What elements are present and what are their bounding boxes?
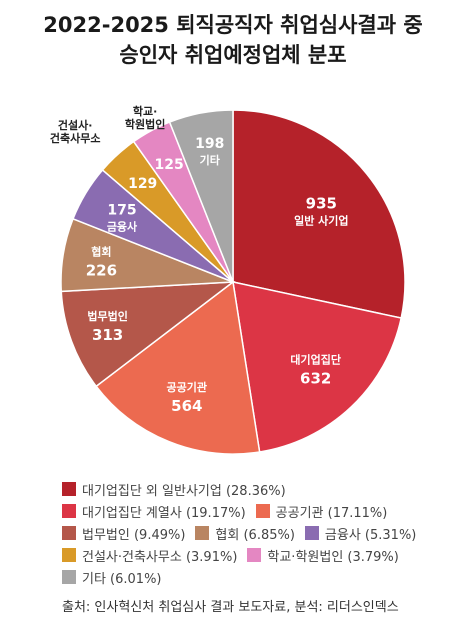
slice-label-finance: 금융사 [107,219,138,233]
legend-swatch-conglomerate [62,504,76,518]
pie-slice-general [232,109,406,319]
legend-row-4: 건설사·건축사무소 (3.91%) 학교·학원법인 (3.79%) [62,544,462,566]
slice-value-law: 313 [92,326,123,344]
pie-slice-conglomerate [232,281,403,453]
legend-row-5: 기타 (6.01%) [62,566,462,588]
slice-label-assoc: 협회 [91,245,111,259]
legend-swatch-school [247,548,262,562]
legend-row-1: 대기업집단 외 일반사기업 (28.36%) [62,478,462,500]
legend-label-public: 공공기관 (17.11%) [275,505,388,521]
legend-label-school: 학교·학원법인 (3.79%) [267,549,399,565]
legend-item: 공공기관 (17.11%) [255,502,388,521]
slice-label-school: 학교· 학원법인 [125,104,165,131]
legend-label-assoc: 협회 (6.85%) [215,527,295,543]
slice-label-other: 기타 [200,153,221,167]
slice-value-general: 935 [306,195,337,213]
legend-item: 기타 (6.01%) [62,568,162,587]
legend: 대기업집단 외 일반사기업 (28.36%) 대기업집단 계열사 (19.17%… [62,478,462,588]
pie-chart: 일반 사기업935대기업집단632공공기관564법무법인313협회226금융사1… [50,104,406,455]
slice-value-school: 125 [154,157,183,173]
legend-item: 학교·학원법인 (3.79%) [247,546,399,565]
legend-label-law: 법무법인 (9.49%) [82,527,186,543]
slice-value-finance: 175 [107,202,136,218]
legend-swatch-public [255,504,270,518]
legend-swatch-construction [62,548,76,562]
slice-label-conglomerate: 대기업집단 [290,353,341,367]
legend-swatch-general [62,482,76,496]
legend-item: 건설사·건축사무소 (3.91%) [62,546,237,565]
legend-row-2: 대기업집단 계열사 (19.17%) 공공기관 (17.11%) [62,500,462,522]
legend-item: 대기업집단 계열사 (19.17%) [62,502,246,521]
pie-slice-law [60,281,236,388]
slice-label-law: 법무법인 [87,309,127,323]
slice-label-construction: 건설사· 건축사무소 [50,118,101,145]
slice-label-public: 공공기관 [167,380,207,394]
legend-swatch-assoc [195,526,210,540]
legend-swatch-other [62,570,76,584]
pie-slice-public [95,280,261,455]
legend-label-other: 기타 (6.01%) [82,571,162,587]
legend-item: 협회 (6.85%) [195,524,295,543]
legend-label-general: 대기업집단 외 일반사기업 (28.36%) [82,483,286,499]
legend-item: 법무법인 (9.49%) [62,524,185,543]
chart-title-line2: 승인자 취업예정업체 분포 [119,43,347,67]
slice-value-conglomerate: 632 [300,370,331,388]
source-note: 출처: 인사혁신처 취업심사 결과 보도자료, 분석: 리더스인덱스 [62,600,399,615]
slice-value-public: 564 [171,397,202,415]
slice-value-other: 198 [195,136,224,152]
legend-swatch-finance [304,526,319,540]
legend-swatch-law [62,526,76,540]
legend-label-conglomerate: 대기업집단 계열사 (19.17%) [82,505,246,521]
chart-title-line1: 2022-2025 퇴직공직자 취업심사결과 중 [43,13,423,37]
legend-label-finance: 금융사 (5.31%) [324,527,417,543]
legend-item: 대기업집단 외 일반사기업 (28.36%) [62,480,286,499]
slice-label-general: 일반 사기업 [294,214,348,228]
legend-item: 금융사 (5.31%) [304,524,417,543]
slice-value-assoc: 226 [86,262,117,280]
pie-slice-other [168,109,234,283]
slice-value-construction: 129 [128,176,157,192]
legend-row-3: 법무법인 (9.49%) 협회 (6.85%) 금융사 (5.31%) [62,522,462,544]
legend-label-construction: 건설사·건축사무소 (3.91%) [82,549,238,565]
